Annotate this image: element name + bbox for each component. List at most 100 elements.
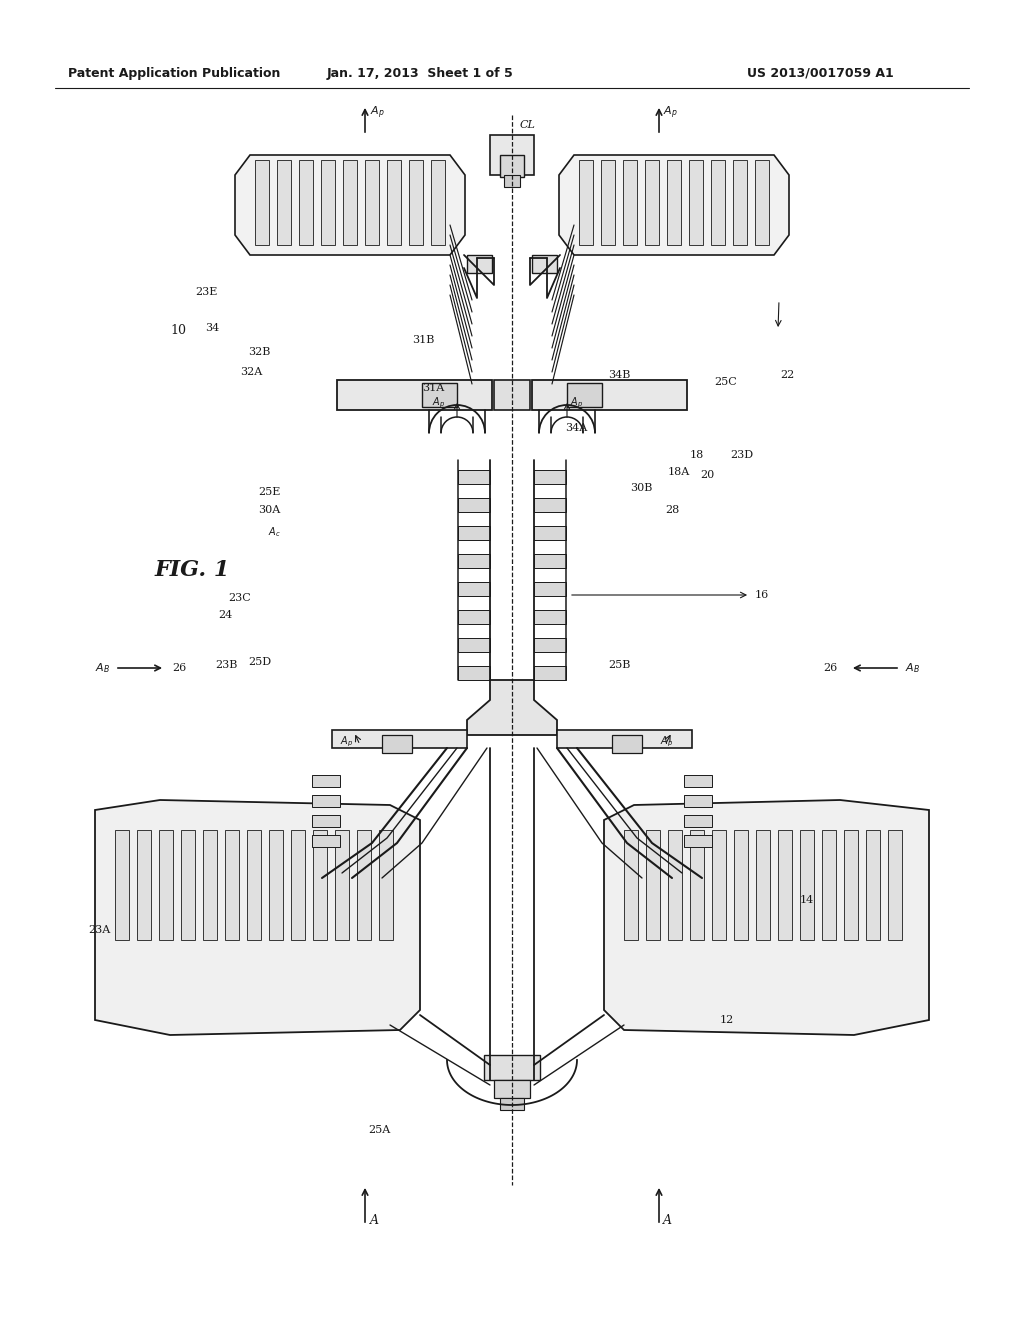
Bar <box>534 470 566 484</box>
Bar <box>567 383 602 407</box>
Bar <box>500 154 524 177</box>
Bar <box>382 735 412 752</box>
Text: 22: 22 <box>780 370 795 380</box>
Text: $A_B$: $A_B$ <box>905 661 920 675</box>
Bar <box>532 255 557 273</box>
Bar <box>500 1098 524 1110</box>
Text: 34: 34 <box>205 323 219 333</box>
Text: 28: 28 <box>665 506 679 515</box>
Bar <box>667 160 681 246</box>
Bar <box>756 830 770 940</box>
Text: $A_p$: $A_p$ <box>340 735 353 750</box>
Bar <box>778 830 792 940</box>
Bar <box>291 830 305 940</box>
Bar <box>684 836 712 847</box>
Text: $A_p$: $A_p$ <box>370 104 385 121</box>
Text: 26: 26 <box>172 663 186 673</box>
Bar <box>866 830 880 940</box>
Bar <box>137 830 151 940</box>
Bar <box>646 830 660 940</box>
Bar <box>458 554 490 568</box>
Text: 34A: 34A <box>565 422 587 433</box>
Bar <box>684 775 712 787</box>
Text: 12: 12 <box>720 1015 734 1026</box>
Text: A: A <box>663 1213 672 1226</box>
Text: 25B: 25B <box>608 660 631 671</box>
Bar <box>888 830 902 940</box>
Bar <box>534 582 566 597</box>
Text: $A_p$: $A_p$ <box>660 735 673 750</box>
Bar <box>299 160 313 246</box>
Text: 25C: 25C <box>714 378 736 387</box>
Bar <box>458 470 490 484</box>
Bar <box>534 610 566 624</box>
Bar <box>357 830 371 940</box>
Text: 23C: 23C <box>228 593 251 603</box>
Text: 32B: 32B <box>248 347 270 356</box>
Text: 23D: 23D <box>730 450 753 459</box>
Text: 34B: 34B <box>608 370 631 380</box>
Text: 25A: 25A <box>368 1125 390 1135</box>
Bar <box>800 830 814 940</box>
Text: 30B: 30B <box>630 483 652 492</box>
Text: 20: 20 <box>700 470 715 480</box>
Bar <box>490 135 534 176</box>
Bar <box>365 160 379 246</box>
Bar <box>623 160 637 246</box>
Bar <box>269 830 283 940</box>
Bar <box>690 830 705 940</box>
Polygon shape <box>234 154 465 255</box>
Bar <box>458 498 490 512</box>
Bar <box>684 814 712 828</box>
Text: 26: 26 <box>822 663 837 673</box>
Text: 30A: 30A <box>258 506 281 515</box>
Bar <box>321 160 335 246</box>
Bar <box>579 160 593 246</box>
Bar <box>278 160 291 246</box>
Bar <box>494 1080 530 1098</box>
Text: 24: 24 <box>218 610 232 620</box>
Bar <box>458 582 490 597</box>
Text: 16: 16 <box>755 590 769 601</box>
Text: FIG. 1: FIG. 1 <box>155 558 230 581</box>
Bar <box>422 383 457 407</box>
Bar <box>312 795 340 807</box>
Text: 32A: 32A <box>240 367 262 378</box>
Bar <box>203 830 217 940</box>
Text: $A_B$: $A_B$ <box>95 661 110 675</box>
Bar <box>409 160 423 246</box>
Bar <box>601 160 615 246</box>
Text: US 2013/0017059 A1: US 2013/0017059 A1 <box>746 66 893 79</box>
Bar <box>335 830 349 940</box>
Text: CL: CL <box>520 120 536 129</box>
Bar <box>689 160 703 246</box>
Bar <box>312 836 340 847</box>
Bar <box>733 160 746 246</box>
Bar <box>645 160 659 246</box>
Bar <box>458 525 490 540</box>
Polygon shape <box>559 154 790 255</box>
Text: 18: 18 <box>690 450 705 459</box>
Text: Jan. 17, 2013  Sheet 1 of 5: Jan. 17, 2013 Sheet 1 of 5 <box>327 66 513 79</box>
Polygon shape <box>557 730 692 748</box>
Bar <box>624 830 638 940</box>
Text: A: A <box>370 1213 379 1226</box>
Bar <box>822 830 836 940</box>
Bar <box>755 160 769 246</box>
Bar <box>159 830 173 940</box>
Bar <box>711 160 725 246</box>
Text: 23E: 23E <box>195 286 217 297</box>
Bar <box>712 830 726 940</box>
Polygon shape <box>332 730 467 748</box>
Bar <box>255 160 269 246</box>
Bar <box>504 176 520 187</box>
Bar <box>247 830 261 940</box>
Bar <box>484 1055 540 1080</box>
Text: 25D: 25D <box>248 657 271 667</box>
Bar <box>612 735 642 752</box>
Bar <box>734 830 748 940</box>
Text: 31A: 31A <box>422 383 444 393</box>
Bar <box>534 667 566 680</box>
Text: Patent Application Publication: Patent Application Publication <box>68 66 281 79</box>
Text: $A_c$: $A_c$ <box>268 525 281 539</box>
